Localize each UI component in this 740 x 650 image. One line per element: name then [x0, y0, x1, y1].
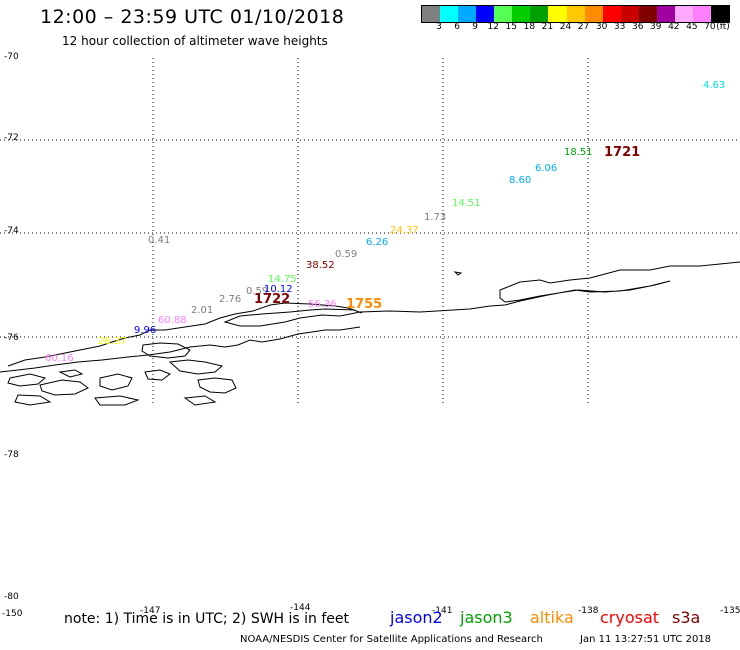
wave-height-label: 60.16 [45, 353, 74, 364]
legend-swatch [638, 6, 657, 22]
legend-swatch [494, 6, 513, 22]
legend-tick-label: 45 [686, 22, 698, 32]
island [14, 394, 52, 406]
legend-swatch [476, 6, 495, 22]
longitude-label: -147 [140, 606, 161, 616]
island [94, 395, 140, 406]
island [197, 377, 237, 394]
satellite-name-altika: altika [530, 608, 574, 627]
legend-tick-label: 42 [668, 22, 680, 32]
wave-height-label: 14.51 [452, 198, 481, 209]
latitude-label: -78 [4, 450, 19, 460]
latitude-label: -76 [4, 333, 19, 343]
legend-tick-label: 39 [650, 22, 662, 32]
wave-height-label: 6.06 [535, 163, 558, 174]
legend-tick-label: 6 [454, 22, 460, 32]
legend-tick-label: 18 [523, 22, 536, 32]
latitude-label: -72 [4, 133, 19, 143]
wave-height-label: 6.26 [366, 237, 389, 248]
footer-note: note: 1) Time is in UTC; 2) SWH is in fe… [64, 611, 350, 627]
wave-height-label: 56.36 [308, 299, 337, 310]
legend-unit: (ft) [716, 22, 730, 32]
map-subtitle: 12 hour collection of altimeter wave hei… [62, 34, 328, 48]
island [99, 373, 133, 391]
legend-tick-label: 30 [595, 22, 608, 32]
legend-tick-label: 15 [505, 22, 518, 32]
legend-tick-label: 21 [541, 22, 554, 32]
satellite-name-s3a: s3a [672, 608, 701, 627]
legend-swatch [530, 6, 549, 22]
wave-height-label: 0.59 [246, 286, 269, 297]
island [144, 369, 172, 381]
pass-time-label: 1721 [604, 145, 641, 160]
legend-tick-label: 36 [631, 22, 644, 32]
legend-swatch [584, 6, 603, 22]
longitude-label: -138 [578, 606, 599, 616]
wave-height-label: 10.12 [264, 284, 293, 295]
footer-credit: NOAA/NESDIS Center for Satellite Applica… [240, 634, 543, 645]
wave-height-label: 24.37 [390, 225, 419, 236]
wave-height-label: 8.60 [509, 175, 532, 186]
wave-height-label: 9.96 [134, 325, 157, 336]
wave-height-label: 18.51 [564, 147, 593, 158]
wave-height-label: 0.41 [148, 235, 171, 246]
coastline [0, 261, 740, 406]
legend-swatch [692, 6, 711, 22]
legend-tick-label: 27 [577, 22, 590, 32]
latitude-label: -70 [4, 52, 19, 62]
longitude-label: -135 [720, 606, 740, 616]
legend-tick-label: 70 [704, 22, 716, 32]
graticule [0, 58, 740, 405]
pass-time-label: 1722 [254, 292, 291, 307]
island [453, 271, 463, 276]
footer-timestamp: Jan 11 13:27:51 UTC 2018 [580, 634, 712, 645]
longitude-label: -141 [432, 606, 453, 616]
legend-swatch [422, 6, 441, 22]
wave-height-label: 2.76 [219, 294, 242, 305]
legend-swatch [548, 6, 567, 22]
wave-height-label: 1.73 [424, 212, 447, 223]
legend-swatch [566, 6, 585, 22]
ice-shelf-edge [223, 261, 740, 327]
legend-swatch [620, 6, 639, 22]
legend-tick-label: 9 [472, 22, 479, 32]
island [183, 395, 217, 406]
wave-height-label: 38.52 [306, 260, 335, 271]
wave-height-label: 2.01 [191, 305, 214, 316]
wave-height-label: 4.63 [703, 80, 726, 91]
island [58, 369, 84, 378]
legend-swatch [656, 6, 675, 22]
longitude-label: -144 [290, 603, 311, 613]
legend-swatch [674, 6, 693, 22]
wave-height-label: 0.59 [335, 249, 358, 260]
island [7, 373, 47, 387]
satellite-name-jason3: jason3 [460, 608, 513, 627]
coast-segment [0, 326, 361, 373]
legend-swatch [512, 6, 531, 22]
map-title: 12:00 – 23:59 UTC 01/10/2018 [40, 6, 345, 28]
wave-height-label: 26.37 [98, 336, 127, 347]
island [39, 379, 89, 396]
wave-height-label: 60.88 [158, 315, 187, 326]
longitude-label: -150 [2, 609, 23, 619]
island [141, 342, 191, 359]
pass-time-label: 1755 [346, 297, 383, 312]
satellite-name-jason2: jason2 [390, 608, 443, 627]
legend-swatch [602, 6, 621, 22]
legend-swatch [458, 6, 477, 22]
legend-tick-label: 3 [436, 22, 442, 32]
satellite-name-cryosat: cryosat [600, 608, 660, 627]
legend-swatch [440, 6, 459, 22]
legend-tick-label: 33 [613, 22, 626, 32]
legend-tick-label: 24 [559, 22, 572, 32]
latitude-label: -74 [4, 226, 19, 236]
wave-height-label: 14.75 [268, 274, 297, 285]
legend-tick-label: 12 [487, 22, 499, 32]
coast-segment [7, 302, 363, 367]
color-legend [421, 5, 730, 23]
legend-swatch [711, 6, 730, 22]
island [168, 359, 224, 375]
latitude-label: -80 [4, 592, 19, 602]
